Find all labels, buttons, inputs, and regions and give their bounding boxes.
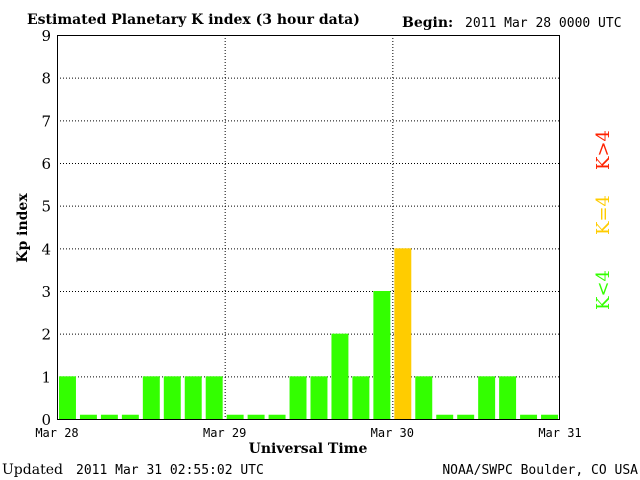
kp-bar <box>268 414 286 419</box>
legend-low: K<4 <box>593 270 614 310</box>
kp-bar <box>184 376 202 419</box>
kp-bar <box>457 414 475 419</box>
y-axis-label: Kp index <box>15 193 31 263</box>
kp-bar <box>415 376 433 419</box>
updated-value: 2011 Mar 31 02:55:02 UTC <box>76 463 264 478</box>
source-credit: NOAA/SWPC Boulder, CO USA <box>442 463 638 478</box>
kp-bar <box>205 376 223 419</box>
y-tick-label: 9 <box>41 27 51 45</box>
kp-bar <box>247 414 265 419</box>
x-tick-label: Mar 30 <box>371 426 414 440</box>
kp-bar <box>331 333 349 419</box>
x-axis-label: Universal Time <box>249 441 368 457</box>
y-tick-label: 1 <box>41 368 51 386</box>
kp-bar <box>499 376 517 419</box>
legend-mid: K=4 <box>593 195 614 235</box>
legend-high: K>4 <box>593 130 614 170</box>
kp-bar <box>310 376 328 419</box>
plot-area: 0 1 2 3 4 5 6 7 8 9 Mar 28 Mar 29 Mar 30 Mar 31 <box>35 27 581 440</box>
kp-bar <box>100 414 118 419</box>
kp-bar <box>541 414 558 419</box>
plot-frame <box>57 35 560 420</box>
kp-bar <box>373 291 391 419</box>
y-tick-label: 7 <box>41 112 51 130</box>
kp-bar <box>59 376 76 419</box>
begin-label: Begin: <box>402 15 453 31</box>
kp-bar <box>121 414 139 419</box>
kp-bar <box>142 376 160 419</box>
kp-bar <box>163 376 181 419</box>
kp-bar <box>352 376 370 419</box>
y-tick-label: 6 <box>41 155 51 173</box>
y-tick-label: 8 <box>41 70 51 88</box>
x-tick-label: Mar 28 <box>35 426 78 440</box>
y-tick-label: 4 <box>41 240 51 258</box>
y-tick-label: 5 <box>41 198 51 216</box>
x-tick-label: Mar 29 <box>203 426 246 440</box>
kp-bar <box>478 376 496 419</box>
y-tick-label: 2 <box>41 326 51 344</box>
updated-label: Updated <box>2 462 63 478</box>
kp-bar <box>226 414 244 419</box>
x-tick-label: Mar 31 <box>538 426 581 440</box>
begin-value: 2011 Mar 28 0000 UTC <box>465 16 622 31</box>
y-tick-label: 3 <box>41 283 51 301</box>
kp-bar <box>520 414 538 419</box>
y-tick-label: 0 <box>41 411 51 429</box>
kp-bar <box>289 376 307 419</box>
chart-title: Estimated Planetary K index (3 hour data… <box>27 12 360 28</box>
kp-bar <box>79 414 97 419</box>
kp-bar <box>436 414 454 419</box>
kp-bar <box>394 248 412 419</box>
